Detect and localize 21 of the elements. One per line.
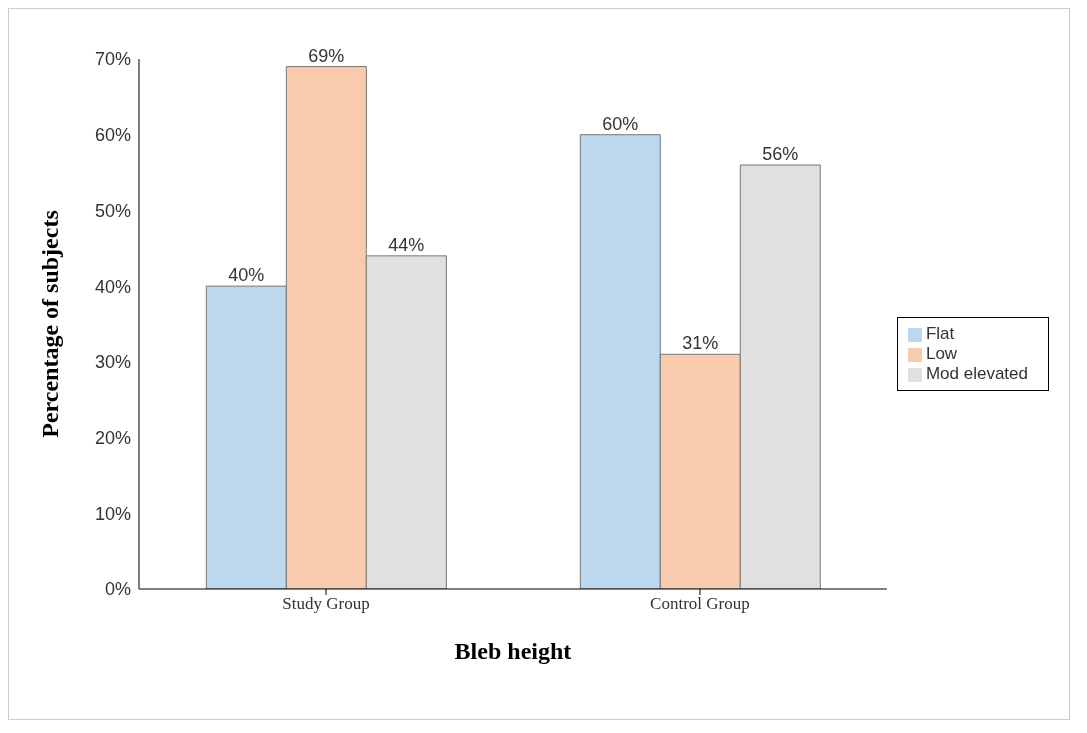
data-label: 44% xyxy=(388,234,425,255)
legend-label: Low xyxy=(925,344,958,363)
x-tick-label: Control Group xyxy=(650,594,750,614)
data-label: 56% xyxy=(762,144,799,164)
y-tick-label: 70% xyxy=(94,49,131,70)
y-tick-label: 50% xyxy=(94,200,131,221)
y-tick-label: 20% xyxy=(94,427,131,448)
y-tick-label: 10% xyxy=(94,503,131,524)
y-tick-label: 30% xyxy=(94,352,131,373)
x-tick-label: Study Group xyxy=(282,594,370,614)
y-tick-label: 60% xyxy=(94,125,131,146)
y-tick-label: 40% xyxy=(94,276,131,297)
data-label: 31% xyxy=(682,333,719,354)
legend-label: Flat xyxy=(925,324,955,343)
data-label: 60% xyxy=(602,113,639,134)
y-tick-label: 0% xyxy=(104,579,131,600)
x-axis-title: Bleb height xyxy=(454,638,572,664)
legend-label: Mod elevated xyxy=(925,364,1028,383)
y-axis-title: Percentage of subjects xyxy=(36,210,63,438)
data-label: 40% xyxy=(228,265,265,286)
data-label: 69% xyxy=(308,45,345,66)
